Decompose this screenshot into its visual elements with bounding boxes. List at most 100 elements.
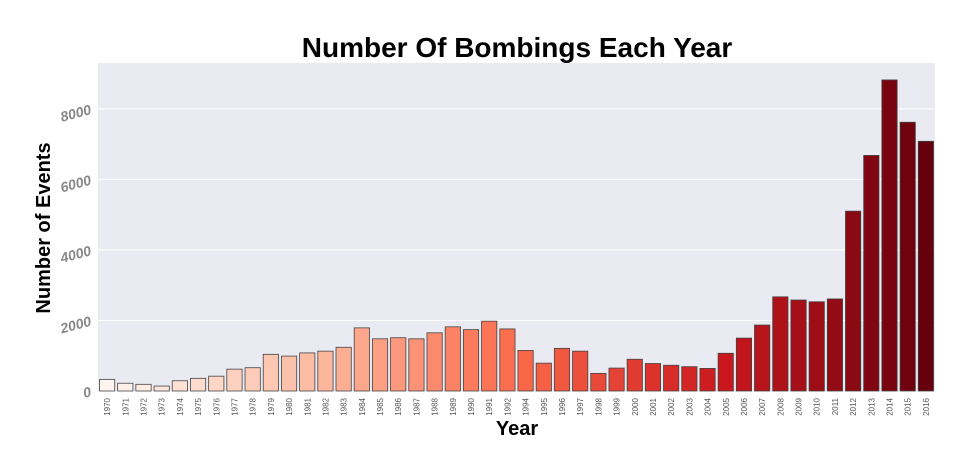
x-tick-label: 1994: [522, 397, 531, 415]
bar-1978: [244, 367, 261, 392]
bar-1976: [208, 375, 225, 392]
bar-1971: [117, 382, 134, 392]
x-tick-label: 1982: [321, 397, 330, 415]
bar-2008: [772, 296, 789, 392]
x-tick-label: 2008: [776, 397, 785, 415]
bar-1972: [135, 383, 152, 392]
x-tick-label: 1992: [503, 397, 512, 415]
y-axis-label: Number of Events: [33, 142, 55, 313]
bar-1994: [517, 350, 534, 392]
x-tick-label: 2007: [758, 397, 767, 415]
bar-2010: [808, 301, 825, 392]
x-tick-label: 2001: [649, 397, 658, 415]
bar-1983: [335, 346, 352, 392]
bar-1988: [426, 332, 443, 392]
x-tick-label: 2014: [886, 397, 895, 415]
x-tick-label: 2011: [831, 397, 840, 415]
bar-1996: [553, 347, 571, 392]
bar-1975: [190, 377, 207, 392]
bar-1991: [481, 320, 498, 392]
bar-2004: [699, 368, 716, 392]
bar-1974: [171, 380, 188, 392]
x-tick-label: 1980: [285, 397, 294, 415]
bar-2005: [717, 352, 734, 392]
x-tick-label: 1979: [267, 397, 276, 415]
x-axis-label: Year: [496, 418, 538, 440]
x-tick-label: 1989: [449, 397, 458, 415]
bar-2009: [790, 299, 807, 392]
x-tick-label: 1975: [194, 397, 203, 415]
bar-1984: [353, 327, 370, 392]
bar-1992: [499, 328, 516, 392]
bar-1979: [262, 353, 279, 392]
x-tick-label: 1991: [485, 397, 494, 415]
x-tick-label: 1986: [394, 397, 403, 415]
bar-1999: [608, 367, 625, 392]
x-tick-label: 2015: [904, 397, 913, 415]
bar-2006: [735, 337, 752, 392]
bar-2016: [917, 140, 934, 392]
x-tick-label: 1996: [558, 397, 567, 415]
x-tick-label: 2012: [849, 397, 858, 415]
x-tick-label: 2010: [813, 397, 822, 415]
x-tick-label: 2000: [631, 397, 640, 415]
bar-1995: [535, 362, 552, 392]
x-tick-label: 1998: [594, 397, 603, 415]
y-tick-label: 6000: [59, 172, 93, 196]
bar-1989: [444, 326, 461, 392]
bars: [99, 79, 934, 392]
bar-2002: [663, 364, 680, 392]
bar-1987: [408, 338, 425, 392]
x-tick-label: 1984: [358, 397, 367, 415]
y-tick-label: 8000: [59, 101, 93, 125]
x-tick-label: 1988: [431, 397, 440, 415]
bar-1986: [390, 337, 407, 392]
bar-2003: [681, 366, 698, 392]
bar-2001: [644, 363, 662, 392]
x-tick-label: 1985: [376, 397, 385, 415]
bar-1998: [590, 372, 607, 392]
bar-1985: [371, 338, 389, 392]
x-tick-label: 1977: [230, 397, 239, 415]
bar-2013: [863, 155, 880, 392]
x-tick-label: 1983: [340, 397, 349, 415]
bar-1970: [99, 378, 116, 392]
x-tick-label: 2016: [922, 397, 931, 415]
x-tick-label: 1974: [176, 397, 185, 415]
x-tick-label: 1981: [303, 397, 312, 415]
x-tick-label: 1976: [212, 397, 221, 415]
bar-2014: [881, 79, 898, 392]
x-tick-label: 1995: [540, 397, 549, 415]
x-tick-label: 1971: [121, 397, 130, 415]
y-tick-labels: 0 2000 4000 6000 8000: [58, 101, 93, 401]
x-tick-label: 1972: [139, 397, 148, 415]
bar-2015: [899, 121, 916, 392]
x-tick-label: 1999: [613, 397, 622, 415]
x-tick-label: 1970: [103, 397, 112, 415]
x-tick-labels: 1970 1971 1972 1973 1974 1975 1976 1977 1978 1979…: [103, 397, 931, 415]
x-tick-label: 2004: [704, 397, 713, 415]
x-tick-label: 1997: [576, 397, 585, 415]
x-tick-label: 2013: [867, 397, 876, 415]
bar-1977: [226, 368, 243, 392]
bar-1990: [462, 329, 480, 392]
x-tick-label: 1978: [249, 397, 258, 415]
y-tick-label: 0: [81, 383, 93, 401]
bar-1997: [572, 350, 589, 392]
chart-title: Number Of Bombings Each Year: [302, 32, 733, 63]
bar-1973: [153, 385, 170, 392]
bar-1982: [317, 350, 334, 392]
bar-2000: [626, 358, 643, 392]
x-tick-label: 1987: [412, 397, 421, 415]
x-tick-label: 2005: [722, 397, 731, 415]
y-tick-label: 2000: [58, 313, 93, 337]
bar-1981: [299, 352, 316, 392]
x-tick-label: 2003: [685, 397, 694, 415]
bar-2007: [754, 324, 771, 392]
x-tick-label: 2009: [795, 397, 804, 415]
bar-1980: [281, 355, 298, 392]
y-tick-label: 4000: [58, 242, 93, 266]
x-tick-label: 2002: [667, 397, 676, 415]
bar-2012: [845, 210, 862, 392]
